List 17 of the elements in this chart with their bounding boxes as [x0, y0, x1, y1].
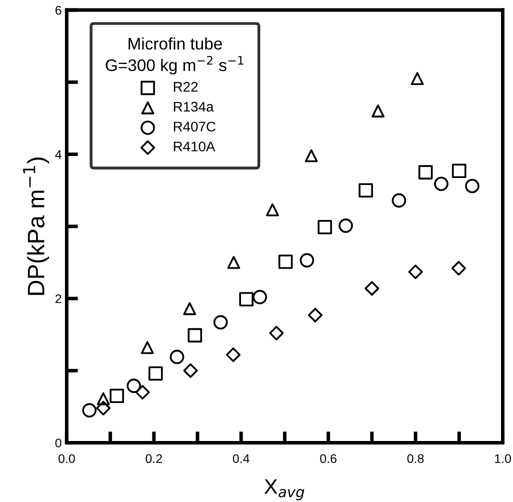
y-axis-title: DP(kPa m$^{−1}$) — [23, 158, 50, 295]
legend-label: R407C — [174, 122, 216, 132]
y-tick-label: 6 — [56, 6, 62, 15]
x-tick-label: 1.0 — [495, 454, 511, 464]
legend-title: Microfin tube G=300 kg m$^{−2}$ s$^{−1}$ — [106, 37, 244, 74]
y-tick-label: 2 — [56, 294, 62, 304]
legend-label: R134a — [174, 102, 214, 112]
y-tick-label: 0 — [55, 438, 62, 448]
x-tick-label: 0.6 — [320, 454, 336, 464]
y-tick-label: 4 — [55, 150, 62, 159]
x-tick-label: 0.2 — [146, 454, 162, 464]
x-tick-label: 0.8 — [407, 454, 424, 464]
x-tick-label: 0.0 — [58, 454, 75, 464]
x-axis-title: X$_{avg}$ — [264, 479, 304, 500]
legend-label: R410A — [174, 142, 216, 152]
legend-label: R22 — [174, 82, 198, 92]
x-tick-label: 0.4 — [232, 454, 250, 464]
